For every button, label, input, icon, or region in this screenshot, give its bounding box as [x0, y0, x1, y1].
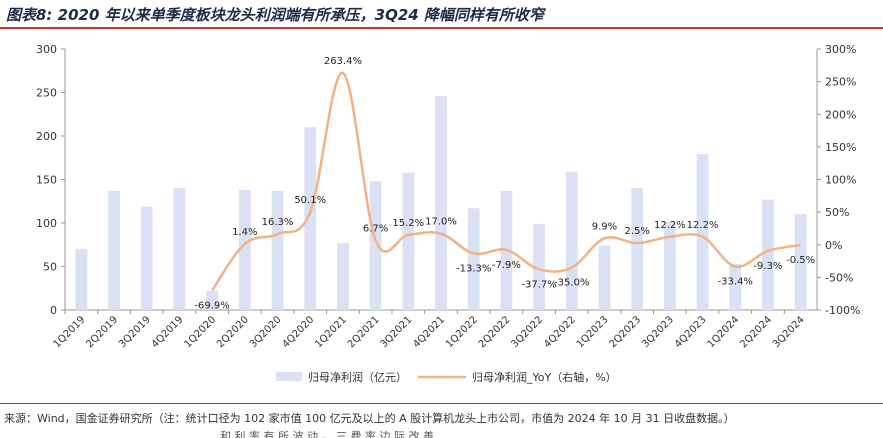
chart: 0 50 100 150 200 250 300 -100% -50% 0% 50% 100% 150%…: [36, 43, 860, 384]
chart-title: 图表8: 2020 年以来单季度板块龙头利润端有所承压，3Q24 降幅同样有所收…: [6, 6, 544, 24]
x-tick-label: 4Q2021: [411, 314, 447, 350]
yoy-data-label: -35.0%: [554, 278, 589, 289]
bar-net-profit: [108, 190, 120, 310]
x-tick-label: 4Q2023: [673, 314, 709, 350]
legend-line-label: 归母净利润_YoY（右轴，%）: [472, 370, 617, 384]
right-tick-label: 150%: [825, 141, 856, 154]
data-labels: -69.9% 1.4% 16.3%50.1% 263.4% 6.7% 15.2% 17.0%…: [194, 56, 815, 311]
left-tick-label: 250: [36, 87, 57, 100]
bar-net-profit: [435, 95, 447, 310]
x-tick-label: 3Q2021: [379, 314, 415, 350]
x-tick-label: 2Q2024: [738, 314, 774, 350]
yoy-data-label: -69.9%: [194, 300, 229, 311]
bar-net-profit: [75, 249, 88, 310]
title-rule: [0, 27, 883, 29]
x-tick-label: 3Q2020: [248, 314, 284, 350]
yoy-data-label: 15.2%: [392, 218, 424, 229]
x-tick-label: 2Q2022: [477, 314, 513, 350]
yoy-line-series: [211, 71, 801, 292]
legend: 归母净利润（亿元） 归母净利润_YoY（右轴，%）: [276, 370, 617, 384]
yoy-data-label: 6.7%: [363, 223, 388, 234]
bar-net-profit: [696, 154, 709, 310]
bar-net-profit: [206, 290, 219, 310]
right-tick-label: 0%: [825, 239, 842, 252]
x-tick-label: 3Q2023: [640, 314, 676, 350]
left-tick-label: 0: [50, 304, 57, 317]
right-tick-label: 100%: [825, 174, 856, 187]
yoy-data-label: -7.9%: [492, 260, 521, 271]
x-tick-label: 1Q2024: [706, 314, 742, 350]
x-tick-label: 1Q2021: [313, 314, 349, 350]
x-tick-label: 1Q2019: [52, 314, 88, 350]
bar-net-profit: [762, 199, 774, 310]
source-rule: [0, 403, 883, 404]
x-tick-label: 2Q2020: [215, 314, 251, 350]
x-tick-label: 2Q2021: [346, 314, 382, 350]
yoy-data-label: -9.3%: [753, 261, 782, 272]
bar-net-profit: [729, 263, 742, 310]
bar-series: [75, 95, 807, 310]
bar-net-profit: [663, 222, 676, 310]
x-tick-label: 3Q2019: [117, 314, 153, 350]
yoy-data-label: -13.3%: [456, 263, 491, 274]
bar-net-profit: [598, 245, 611, 310]
left-tick-label: 100: [36, 217, 57, 230]
bar-net-profit: [140, 206, 153, 310]
bar-net-profit: [271, 190, 284, 310]
yoy-data-label: -0.5%: [786, 255, 815, 266]
bar-net-profit: [402, 172, 415, 310]
x-tick-label: 3Q2022: [509, 314, 545, 350]
x-tick-label: 3Q2024: [771, 314, 807, 350]
bar-net-profit: [304, 127, 317, 310]
x-tick-label: 2Q2019: [84, 314, 120, 350]
right-tick-label: 250%: [825, 76, 856, 89]
left-tick-label: 300: [36, 43, 57, 56]
source-note: 来源：Wind，国金证券研究所（注：统计口径为 102 家市值 100 亿元及以…: [4, 412, 735, 425]
bar-net-profit: [631, 188, 644, 310]
bar-net-profit: [565, 171, 578, 310]
right-tick-label: 200%: [825, 108, 856, 121]
left-tick-label: 150: [36, 174, 57, 187]
yoy-data-label: 17.0%: [425, 217, 457, 228]
left-tick-label: 50: [43, 261, 57, 274]
right-tick-label: 50%: [825, 206, 849, 219]
yoy-data-label: 9.9%: [592, 221, 617, 232]
x-tick-label: 1Q2022: [444, 314, 480, 350]
left-tick-label: 200: [36, 130, 57, 143]
bar-net-profit: [467, 208, 480, 310]
yoy-data-label: -33.4%: [718, 277, 753, 288]
right-tick-label: 300%: [825, 43, 856, 56]
yoy-line: [211, 71, 801, 292]
footer-fragment: 和 利 率 有 所 波 动 ， 三 费 率 边 际 改 善: [220, 430, 434, 438]
bar-net-profit: [533, 223, 545, 310]
yoy-data-label: 1.4%: [232, 227, 257, 238]
yoy-data-label: 50.1%: [294, 195, 326, 206]
x-tick-label: 1Q2020: [182, 314, 218, 350]
bar-net-profit: [369, 181, 382, 310]
legend-bar-swatch: [276, 372, 302, 381]
right-tick-label: -50%: [825, 271, 853, 284]
bar-net-profit: [173, 188, 186, 310]
yoy-data-label: 2.5%: [624, 226, 649, 237]
x-tick-label: 1Q2023: [575, 314, 611, 350]
yoy-data-label: 12.2%: [687, 220, 719, 231]
x-tick-label: 2Q2023: [607, 314, 643, 350]
x-tick-label: 4Q2019: [150, 314, 186, 350]
bar-net-profit: [238, 189, 251, 310]
x-tick-label: 4Q2022: [542, 314, 578, 350]
x-tick-label: 4Q2020: [280, 314, 316, 350]
yoy-data-label: 12.2%: [654, 220, 686, 231]
yoy-data-label: 16.3%: [262, 217, 294, 228]
bar-net-profit: [794, 214, 807, 310]
bar-net-profit: [337, 243, 349, 310]
legend-bar-label: 归母净利润（亿元）: [308, 370, 407, 384]
yoy-data-label: -37.7%: [521, 279, 556, 290]
right-tick-label: -100%: [825, 304, 860, 317]
yoy-data-label: 263.4%: [324, 56, 362, 67]
